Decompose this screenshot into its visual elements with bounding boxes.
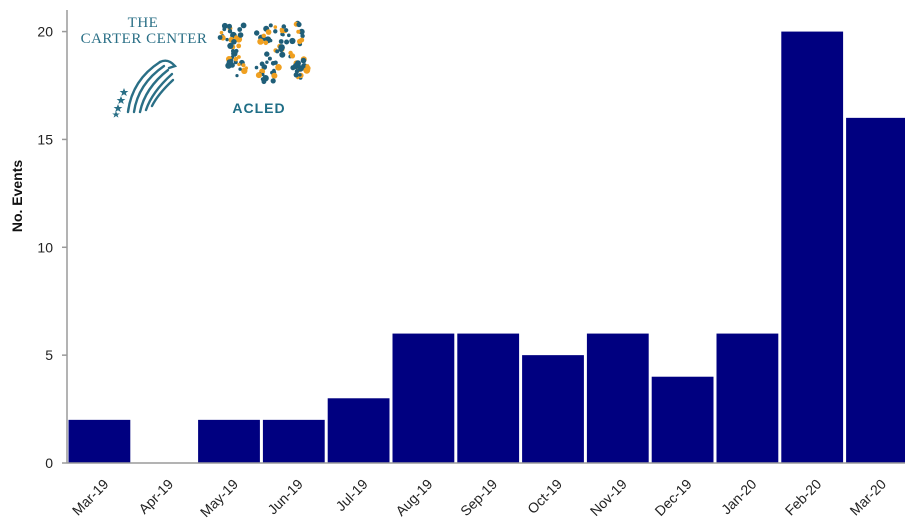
y-tick-label-10: 10 — [37, 239, 53, 255]
bar-jun-19 — [262, 419, 325, 463]
bar-oct-19 — [522, 355, 584, 463]
y-ticks-group: 0 5 10 15 20 — [37, 24, 67, 471]
y-tick-label-20: 20 — [37, 24, 53, 40]
carter-center-logo-line2: CARTER CENTER — [81, 31, 208, 47]
y-tick-label-15: 15 — [37, 131, 53, 147]
eagle-icon — [126, 59, 178, 114]
x-tick-label-sep-19: Sep-19 — [457, 476, 500, 519]
bar-nov-19 — [586, 333, 649, 463]
bar-dec-19 — [651, 376, 714, 463]
x-tick-label-nov-19: Nov-19 — [587, 476, 630, 519]
y-tick-label-5: 5 — [45, 347, 53, 363]
x-tick-label-mar-19: Mar-19 — [69, 476, 112, 519]
x-tick-label-jun-19: Jun-19 — [264, 476, 306, 518]
carter-center-logo-line1: THE — [128, 15, 159, 31]
bar-mar-20 — [846, 117, 905, 463]
bar-feb-20 — [781, 31, 844, 463]
bar-mar-19 — [68, 419, 131, 463]
bar-aug-19 — [392, 333, 455, 463]
x-tick-label-oct-19: Oct-19 — [524, 476, 565, 517]
bar-jul-19 — [327, 398, 390, 463]
bar-sep-19 — [457, 333, 520, 463]
x-ticks-group: Mar-19 Apr-19 May-19 Jun-19 Jul-19 Aug-19 Sep-… — [69, 476, 889, 520]
y-tick-label-0: 0 — [45, 455, 53, 471]
x-tick-label-feb-20: Feb-20 — [782, 476, 825, 519]
x-tick-label-may-19: May-19 — [197, 476, 241, 520]
globe-dots-icon — [217, 20, 311, 85]
x-tick-label-jan-20: Jan-20 — [718, 476, 760, 518]
bars-group — [68, 31, 905, 463]
x-tick-label-aug-19: Aug-19 — [392, 476, 435, 519]
x-tick-label-apr-19: Apr-19 — [135, 476, 176, 517]
bar-may-19 — [198, 419, 260, 463]
x-tick-label-jul-19: Jul-19 — [332, 476, 370, 514]
x-tick-label-mar-20: Mar-20 — [846, 476, 889, 519]
x-tick-label-dec-19: Dec-19 — [651, 476, 694, 519]
y-axis-title: No. Events — [9, 160, 25, 233]
bar-jan-20 — [716, 333, 779, 463]
carter-center-logo: THE CARTER CENTER — [81, 15, 208, 118]
stars-icon — [112, 88, 129, 118]
acled-logo-text: ACLED — [232, 100, 285, 116]
acled-logo: ACLED — [217, 20, 311, 116]
